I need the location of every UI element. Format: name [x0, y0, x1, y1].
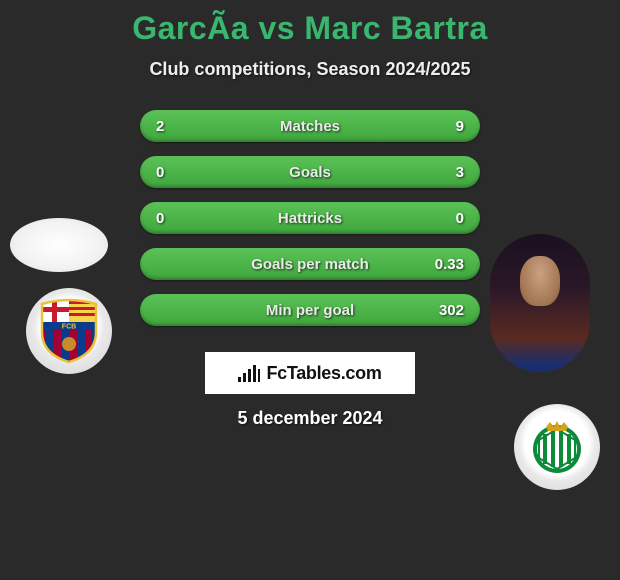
title-vs: vs	[249, 10, 304, 46]
title-player-left: GarcÃ­a	[132, 10, 249, 46]
stat-value-right: 0.33	[435, 256, 464, 273]
comparison-card: GarcÃ­a vs Marc Bartra Club competitions…	[0, 0, 620, 429]
stat-value-right: 3	[456, 164, 464, 181]
player-photo-right	[490, 234, 590, 372]
brand-text: FcTables.com	[266, 363, 381, 384]
stat-label: Matches	[280, 118, 340, 135]
stat-value-left: 0	[156, 210, 164, 227]
player-photo-left	[10, 218, 108, 272]
stat-row: Min per goal 302	[140, 294, 480, 326]
stat-label: Goals	[289, 164, 331, 181]
brand-bars-icon	[238, 364, 260, 382]
betis-crest-icon	[528, 418, 586, 476]
stat-row: Goals per match 0.33	[140, 248, 480, 280]
fcb-crest-icon: FCB	[39, 298, 99, 364]
title-player-right: Marc Bartra	[304, 10, 487, 46]
stat-row: 0 Hattricks 0	[140, 202, 480, 234]
club-badge-left: FCB	[26, 288, 112, 374]
page-title: GarcÃ­a vs Marc Bartra	[0, 10, 620, 47]
stat-label: Min per goal	[266, 302, 354, 319]
stat-row: 2 Matches 9	[140, 110, 480, 142]
subtitle: Club competitions, Season 2024/2025	[0, 59, 620, 80]
svg-text:FCB: FCB	[62, 324, 76, 331]
club-badge-right	[514, 404, 600, 490]
stat-value-right: 302	[439, 302, 464, 319]
stat-value-right: 0	[456, 210, 464, 227]
stat-label: Goals per match	[251, 256, 369, 273]
brand-box[interactable]: FcTables.com	[205, 352, 415, 394]
stat-value-left: 0	[156, 164, 164, 181]
stat-value-left: 2	[156, 118, 164, 135]
stat-label: Hattricks	[278, 210, 342, 227]
stat-value-right: 9	[456, 118, 464, 135]
stats-section: FCB	[0, 110, 620, 326]
stat-row: 0 Goals 3	[140, 156, 480, 188]
